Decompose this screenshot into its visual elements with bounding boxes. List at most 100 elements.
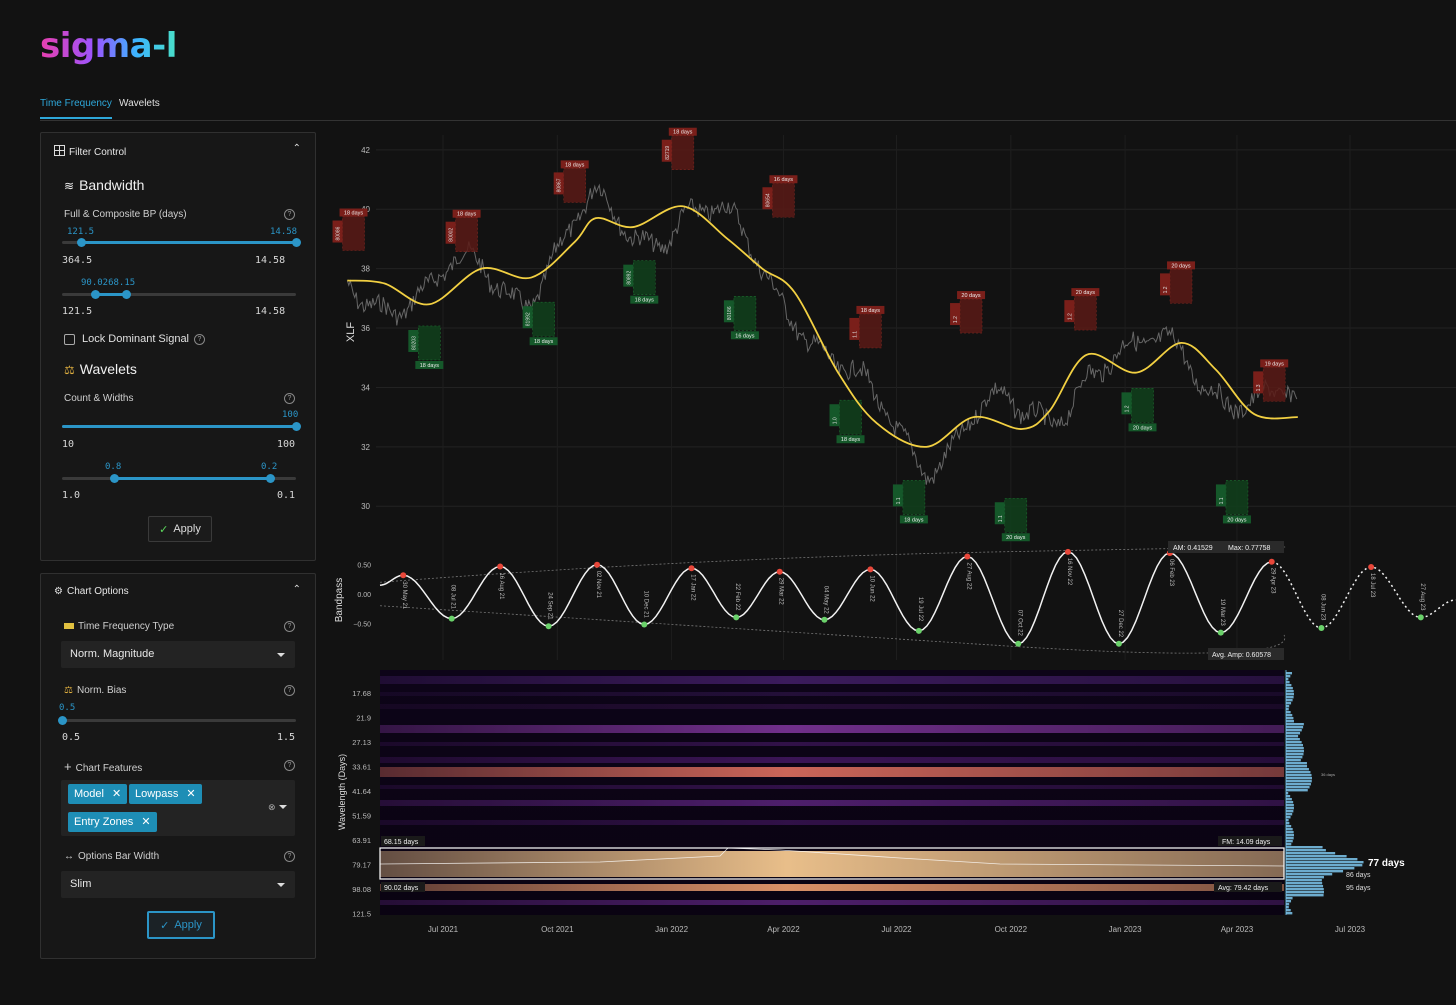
trough-marker xyxy=(1417,614,1424,621)
bandpass-y-tick: −0.50 xyxy=(353,621,371,628)
chart-apply-button[interactable]: ✓ Apply xyxy=(147,911,215,939)
close-icon[interactable]: ✕ xyxy=(111,788,122,800)
lock-label: Lock Dominant Signal xyxy=(82,333,190,345)
bp-slider-1-handle-low[interactable] xyxy=(77,238,86,247)
help-icon[interactable]: ? xyxy=(284,760,295,771)
chip-entry-zones[interactable]: Entry Zones ✕ xyxy=(68,812,157,832)
hist-bar xyxy=(1286,747,1304,750)
hist-label-86: 86 days xyxy=(1346,872,1371,879)
lock-checkbox[interactable] xyxy=(64,334,75,345)
frequency-trace xyxy=(379,847,1285,867)
bandpass-date-label: 10 Jun 22 xyxy=(868,575,874,602)
bp-slider-1-handle-high[interactable] xyxy=(292,238,301,247)
bandpass-date-label: 10 Dec 21 xyxy=(642,590,648,618)
filter-apply-button[interactable]: ✓ Apply xyxy=(148,516,212,542)
zone-tag xyxy=(762,187,773,210)
chevron-up-icon[interactable]: ⌃ xyxy=(292,143,301,154)
bandpass-y-ticks: 0.50 0.00 −0.50 xyxy=(353,563,371,629)
caret-down-icon[interactable] xyxy=(279,805,287,809)
s2-values: 90.0268.15 xyxy=(81,278,136,288)
zone-box xyxy=(1131,388,1154,423)
bandpass-y-tick: 0.00 xyxy=(357,592,371,599)
bandpass-date-label: 17 Jan 22 xyxy=(689,574,695,601)
chart-options-header[interactable]: ⚙ Chart Options xyxy=(54,586,129,597)
features-multiselect[interactable]: Model ✕ Lowpass ✕ Entry Zones ✕ ⊗ xyxy=(61,780,295,836)
tab-wavelets[interactable]: Wavelets xyxy=(119,98,160,109)
x-tick-label: Jul 2021 xyxy=(428,925,459,934)
wavelength-heatmap[interactable]: 17.68 21.9 27.13 33.61 41.64 51.59 63.91 79.17 9… xyxy=(337,670,1405,934)
help-icon[interactable]: ? xyxy=(284,621,295,632)
filter-control-header[interactable]: Filter Control xyxy=(54,145,126,158)
clear-icon[interactable]: ⊗ xyxy=(268,802,276,812)
high-entry-zone: 80086 18 days xyxy=(332,208,368,251)
scales-icon: ⚖ xyxy=(64,363,75,377)
chevron-up-icon[interactable]: ⌃ xyxy=(292,584,301,595)
tab-bar: Time Frequency Wavelets xyxy=(40,92,1456,121)
bandpass-date-label: 29 Apr 23 xyxy=(1270,568,1276,594)
zone-box xyxy=(563,168,587,203)
zone-days-bg xyxy=(452,209,481,218)
zone-box xyxy=(859,313,882,349)
bp-slider-2-handle-high[interactable] xyxy=(122,290,131,299)
width-slider-handle-high[interactable] xyxy=(266,474,275,483)
hist-bar xyxy=(1286,831,1294,834)
zone-tag xyxy=(522,306,533,329)
bandpass-chart[interactable]: 0.50 0.00 −0.50 Bandpass 30 May 21 08 Jul 2… xyxy=(334,541,1456,660)
hist-bar xyxy=(1286,819,1289,822)
hist-bar xyxy=(1286,762,1307,765)
zone-days-label: 20 days xyxy=(1133,425,1153,431)
hist-bar xyxy=(1286,756,1303,759)
zone-days-label: 20 days xyxy=(1227,517,1247,523)
hist-bar xyxy=(1286,741,1302,744)
help-icon[interactable]: ? xyxy=(194,334,205,345)
zone-days-bg xyxy=(339,208,368,217)
zone-box xyxy=(902,480,926,515)
bp-slider-2-handle-low[interactable] xyxy=(91,290,100,299)
s3-value: 100 xyxy=(282,410,299,420)
help-icon[interactable]: ? xyxy=(284,209,295,220)
zone-days-label: 18 days xyxy=(534,339,554,345)
chip-lowpass[interactable]: Lowpass ✕ xyxy=(129,784,202,804)
zone-tag xyxy=(1121,392,1132,415)
hist-bar xyxy=(1286,798,1292,801)
bandpass-y-label: Bandpass xyxy=(334,578,345,622)
help-icon[interactable]: ? xyxy=(284,685,295,696)
peak-marker xyxy=(400,572,407,579)
zone-box xyxy=(1225,480,1249,515)
hist-bar xyxy=(1286,792,1289,795)
hist-bar xyxy=(1286,837,1294,840)
hist-bar xyxy=(1286,852,1336,855)
count-slider-fill xyxy=(62,425,296,428)
close-icon[interactable]: ✕ xyxy=(186,788,196,800)
zone-tag xyxy=(1253,371,1264,394)
hist-bar xyxy=(1286,783,1311,786)
selected-band[interactable] xyxy=(379,847,1285,880)
bias-slider-track[interactable] xyxy=(62,719,296,722)
high-entry-zone: 80867 18 days xyxy=(553,160,589,203)
zone-days-bg xyxy=(899,515,928,524)
zone-box xyxy=(1074,295,1097,331)
bar-width-select[interactable]: Slim xyxy=(61,871,295,898)
zone-box xyxy=(772,182,795,218)
count-slider-handle[interactable] xyxy=(292,422,301,431)
close-icon[interactable]: ✕ xyxy=(141,816,151,828)
zone-code: 1.2 xyxy=(1163,286,1169,293)
hist-bar xyxy=(1286,879,1322,882)
hist-bar xyxy=(1286,888,1324,891)
zone-box xyxy=(342,216,365,251)
chip-model[interactable]: Model ✕ xyxy=(68,784,128,804)
tf-type-select[interactable]: Norm. Magnitude xyxy=(61,641,295,668)
bp-slider-2-track[interactable] xyxy=(62,293,296,296)
width-slider-handle-low[interactable] xyxy=(110,474,119,483)
hist-bar xyxy=(1286,723,1304,726)
price-y-tick: 34 xyxy=(361,383,370,392)
zone-tag xyxy=(1215,484,1226,507)
arrows-horizontal-icon: ↔ xyxy=(64,851,74,862)
tab-time-frequency[interactable]: Time Frequency xyxy=(40,98,112,119)
bias-slider-handle[interactable] xyxy=(58,716,67,725)
help-icon[interactable]: ? xyxy=(284,851,295,862)
x-tick-label: Oct 2022 xyxy=(995,925,1028,934)
help-icon[interactable]: ? xyxy=(284,393,295,404)
